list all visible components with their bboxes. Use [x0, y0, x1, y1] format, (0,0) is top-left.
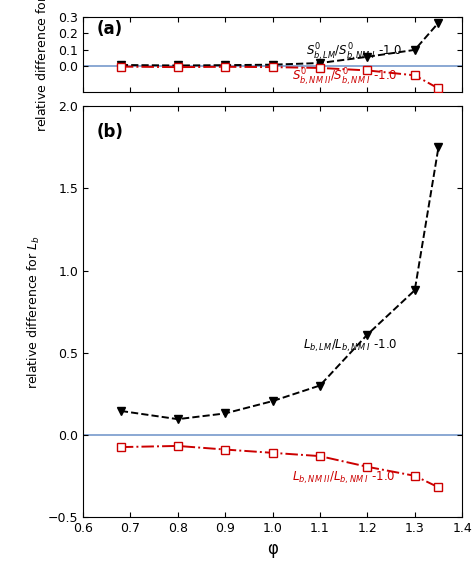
- Text: (a): (a): [96, 20, 122, 38]
- Y-axis label: relative difference for $L_b$: relative difference for $L_b$: [26, 235, 42, 389]
- Text: $L_{b,LM}/L_{b,NM\ I}$ -1.0: $L_{b,LM}/L_{b,NM\ I}$ -1.0: [303, 338, 398, 354]
- Text: $S_{b,LM}^0/S_{b,NM\ I}^0$ -1.0: $S_{b,LM}^0/S_{b,NM\ I}^0$ -1.0: [306, 41, 402, 63]
- Text: $L_{b,NM\ II}/L_{b,NM\ I}$ -1.0: $L_{b,NM\ II}/L_{b,NM\ I}$ -1.0: [292, 469, 395, 486]
- Text: $S_{b,NM\ II}^0/S_{b,NM\ I}^0$ -1.0: $S_{b,NM\ II}^0/S_{b,NM\ I}^0$ -1.0: [292, 66, 397, 88]
- Text: (b): (b): [96, 123, 123, 141]
- Y-axis label: relative difference for $S_b^0$: relative difference for $S_b^0$: [32, 0, 53, 132]
- X-axis label: φ: φ: [267, 540, 278, 558]
